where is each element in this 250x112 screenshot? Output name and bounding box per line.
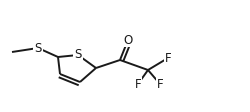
Text: F: F <box>165 52 171 65</box>
Text: S: S <box>74 48 82 61</box>
Text: F: F <box>135 78 141 90</box>
Text: S: S <box>34 42 42 55</box>
Text: O: O <box>124 33 132 46</box>
Text: F: F <box>157 78 163 90</box>
